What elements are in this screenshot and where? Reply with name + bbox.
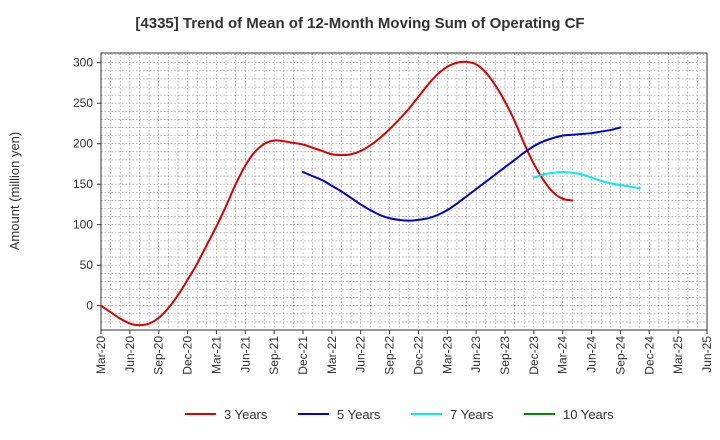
chart-title: [4335] Trend of Mean of 12-Month Moving …	[135, 15, 584, 32]
x-tick-label: Jun-20	[123, 336, 137, 373]
x-tick-label: Sep-22	[383, 336, 397, 375]
legend-label-3-years: 3 Years	[224, 407, 268, 422]
x-tick-label: Mar-24	[556, 336, 570, 374]
y-tick-label: 300	[73, 56, 93, 70]
x-tick-label: Dec-22	[411, 336, 425, 375]
x-tick-label: Mar-23	[440, 336, 454, 374]
series-line-7-years	[532, 171, 641, 190]
x-tick-label: Dec-23	[527, 336, 541, 375]
x-tick-label: Jun-23	[469, 336, 483, 373]
x-tick-label: Dec-21	[296, 336, 310, 375]
x-tick-label: Jun-24	[585, 336, 599, 373]
y-tick-label: 0	[86, 299, 93, 313]
x-tick-label: Mar-25	[671, 336, 685, 374]
grid-lines	[101, 53, 707, 330]
x-tick-label: Sep-20	[152, 336, 166, 375]
x-tick-label: Sep-24	[613, 336, 627, 375]
x-tick-label: Dec-24	[642, 336, 656, 375]
y-tick-labels: 0 50 100 150 200 250 300	[73, 56, 101, 313]
x-tick-label: Dec-20	[181, 336, 195, 375]
legend-label-7-years: 7 Years	[450, 407, 494, 422]
y-tick-label: 150	[73, 177, 93, 191]
x-tick-label: Mar-20	[94, 336, 108, 374]
legend-label-5-years: 5 Years	[337, 407, 381, 422]
legend: 3 Years 5 Years 7 Years 10 Years	[185, 407, 614, 422]
y-tick-label: 100	[73, 218, 93, 232]
x-tick-label: Jun-25	[700, 336, 714, 373]
plot-area-border	[100, 52, 708, 331]
x-tick-labels: Mar-20 Jun-20 Sep-20 Dec-20 Mar-21 Jun-21 Sep-…	[94, 330, 714, 375]
y-tick-label: 250	[73, 96, 93, 110]
x-tick-label: Sep-21	[267, 336, 281, 375]
series-line-3-years	[100, 60, 574, 327]
x-tick-label: Sep-23	[498, 336, 512, 375]
x-tick-label: Mar-22	[325, 336, 339, 374]
x-tick-label: Mar-21	[209, 336, 223, 374]
y-axis-label: Amount (million yen)	[7, 132, 22, 251]
y-tick-label: 50	[80, 258, 94, 272]
y-tick-label: 200	[73, 137, 93, 151]
x-tick-label: Jun-21	[238, 336, 252, 373]
series-line-5-years	[302, 126, 622, 222]
legend-label-10-years: 10 Years	[563, 407, 614, 422]
x-tick-label: Jun-22	[354, 336, 368, 373]
series-lines	[100, 60, 641, 327]
